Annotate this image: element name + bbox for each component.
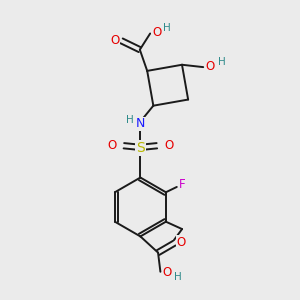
Text: O: O bbox=[164, 139, 173, 152]
Text: S: S bbox=[136, 141, 145, 155]
Text: O: O bbox=[205, 60, 214, 73]
Text: O: O bbox=[162, 266, 172, 279]
Text: O: O bbox=[107, 139, 117, 152]
Text: N: N bbox=[136, 117, 145, 130]
Text: H: H bbox=[218, 57, 226, 67]
Text: H: H bbox=[127, 116, 134, 125]
Text: O: O bbox=[152, 26, 161, 39]
Text: O: O bbox=[110, 34, 120, 47]
Text: H: H bbox=[163, 23, 171, 33]
Text: H: H bbox=[174, 272, 182, 282]
Text: F: F bbox=[179, 178, 185, 190]
Text: O: O bbox=[177, 236, 186, 249]
